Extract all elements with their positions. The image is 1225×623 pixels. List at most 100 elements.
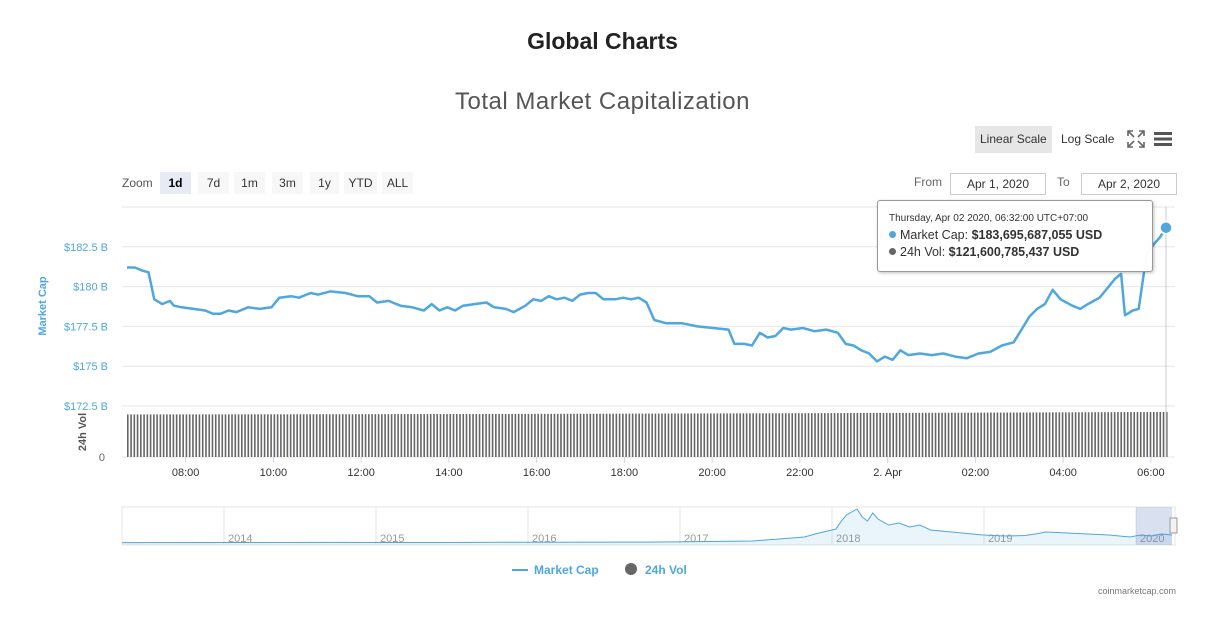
x-tick-label: 18:00: [611, 467, 639, 479]
market-cap-line: [127, 227, 1168, 363]
volume-bar: [928, 412, 930, 457]
volume-bar: [560, 413, 562, 457]
volume-bar: [436, 414, 439, 457]
volume-bar: [273, 414, 276, 457]
volume-bar: [153, 414, 155, 457]
volume-bar: [934, 412, 937, 457]
legend-volume-label[interactable]: 24h Vol: [645, 563, 687, 577]
log-scale-button[interactable]: Log Scale: [1061, 132, 1115, 146]
volume-bar: [491, 413, 494, 457]
volume-bar: [762, 413, 764, 457]
volume-bar: [553, 413, 556, 457]
volume-bar: [143, 414, 145, 457]
volume-bar: [661, 413, 663, 457]
volume-bar: [810, 413, 813, 457]
volume-bar: [195, 414, 197, 457]
volume-bar: [449, 414, 452, 457]
zoom-button-all[interactable]: ALL: [382, 172, 413, 194]
from-date-input[interactable]: [950, 173, 1046, 195]
legend-market-cap-label[interactable]: Market Cap: [534, 563, 599, 577]
volume-bar: [745, 413, 748, 457]
volume-bar: [227, 414, 230, 457]
volume-bar: [1071, 412, 1074, 457]
volume-bar: [905, 412, 908, 457]
volume-bar: [1120, 412, 1123, 457]
volume-bar: [771, 413, 774, 457]
linear-scale-button[interactable]: Linear Scale: [975, 126, 1052, 153]
x-tick-label: 14:00: [435, 467, 463, 479]
zoom-button-1d[interactable]: 1d: [160, 172, 191, 194]
volume-bar: [280, 414, 282, 457]
tooltip: Thursday, Apr 02 2020, 06:32:00 UTC+07:0…: [877, 200, 1153, 272]
volume-bar: [361, 414, 364, 457]
volume-bar: [403, 414, 406, 457]
volume-bar: [1032, 412, 1035, 457]
zoom-button-1y[interactable]: 1y: [310, 172, 339, 194]
volume-bar: [641, 413, 644, 457]
zoom-button-ytd[interactable]: YTD: [344, 172, 377, 194]
credit-link[interactable]: coinmarketcap.com: [1097, 586, 1176, 596]
volume-bar: [592, 413, 595, 457]
volume-bar: [146, 414, 149, 457]
x-tick-label: 2. Apr: [873, 467, 902, 479]
volume-bar: [1058, 412, 1061, 457]
volume-bar: [133, 414, 136, 457]
volume-bar: [833, 413, 836, 457]
zoom-button-1m[interactable]: 1m: [234, 172, 265, 194]
volume-bar: [455, 414, 458, 457]
volume-bar: [977, 412, 979, 457]
volume-bar: [299, 414, 302, 457]
volume-bar: [543, 413, 546, 457]
hamburger-menu-icon[interactable]: [1153, 131, 1173, 147]
volume-bar: [521, 413, 523, 457]
zoom-button-3m[interactable]: 3m: [272, 172, 303, 194]
volume-bar: [1022, 412, 1025, 457]
volume-bar: [1166, 411, 1168, 457]
tooltip-volume-value: $121,600,785,437 USD: [948, 245, 1080, 259]
volume-bar: [1074, 412, 1077, 457]
volume-bar: [1136, 412, 1139, 457]
volume-bar: [850, 413, 852, 457]
volume-bar: [175, 414, 178, 457]
volume-bar: [381, 414, 383, 457]
to-date-input[interactable]: [1081, 173, 1177, 195]
volume-bar: [824, 413, 826, 457]
volume-bar: [1081, 412, 1083, 457]
fullscreen-icon[interactable]: [1127, 130, 1145, 148]
volume-bar: [778, 413, 781, 457]
chart-title: Total Market Capitalization: [455, 88, 750, 115]
zoom-label: Zoom: [122, 176, 153, 190]
volume-bar: [951, 412, 953, 457]
zoom-button-7d[interactable]: 7d: [198, 172, 229, 194]
volume-bar: [602, 413, 605, 457]
volume-bar: [214, 414, 217, 457]
volume-bar: [729, 413, 732, 457]
volume-bar: [804, 413, 807, 457]
volume-bar: [999, 412, 1002, 457]
volume-bar: [556, 413, 559, 457]
volume-bar: [846, 413, 849, 457]
volume-bar: [667, 413, 670, 457]
volume-bar: [856, 413, 859, 457]
volume-bar: [889, 412, 891, 457]
volume-bar: [657, 413, 660, 457]
volume-bar: [524, 413, 526, 457]
navigator-handle[interactable]: [1169, 517, 1178, 534]
volume-bar: [788, 413, 790, 457]
volume-bar: [540, 413, 543, 457]
volume-dot-icon: [889, 248, 896, 255]
volume-bar: [1087, 412, 1090, 457]
volume-bar: [1003, 412, 1005, 457]
volume-bar: [1139, 412, 1142, 457]
volume-bar: [960, 412, 963, 457]
volume-bar: [1065, 412, 1067, 457]
volume-bar: [169, 414, 171, 457]
volume-bar: [368, 414, 370, 457]
volume-bar: [1094, 412, 1096, 457]
volume-bar: [713, 413, 715, 457]
volume-bar: [1091, 412, 1093, 457]
tooltip-market-cap-row: Market Cap: $183,695,687,055 USD: [889, 228, 1102, 242]
y-tick-label: $177.5 B: [64, 321, 108, 333]
volume-bar: [488, 413, 491, 457]
